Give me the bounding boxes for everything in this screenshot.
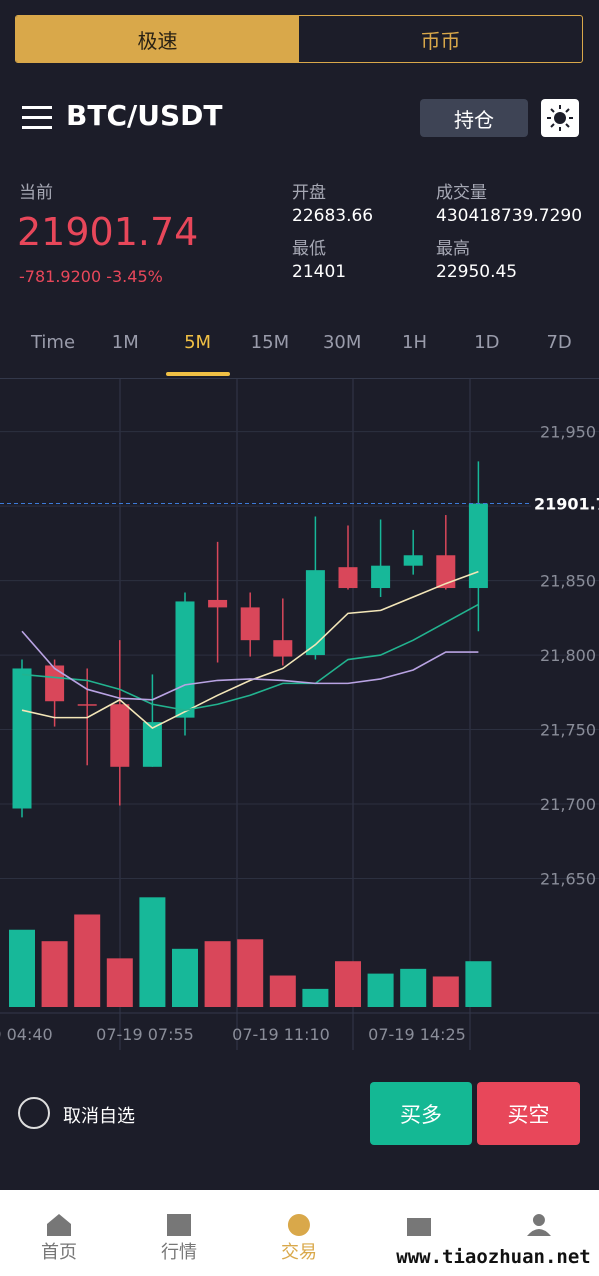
candle-body xyxy=(45,665,65,702)
nav-icon xyxy=(407,1218,431,1236)
pair-title: BTC/USDT xyxy=(66,99,223,132)
mode-tab[interactable]: 极速 xyxy=(16,16,299,62)
candle-body xyxy=(468,503,488,589)
timeframe-tab[interactable]: 1D xyxy=(474,332,500,353)
volume-bar xyxy=(139,897,166,1007)
candle-body xyxy=(77,704,97,706)
y-tick-label: 21,750 xyxy=(540,721,596,740)
volume-bar xyxy=(9,929,35,1007)
moving-average xyxy=(21,603,479,711)
position-button[interactable]: 持仓 xyxy=(420,99,528,137)
stat-label: 成交量 xyxy=(436,183,487,203)
nav-icon xyxy=(527,1214,551,1236)
last-price-tag xyxy=(531,491,599,516)
volume-bar xyxy=(41,941,68,1007)
price-change: -781.9200 -3.45% xyxy=(19,267,163,286)
timeframe-tab[interactable]: 15M xyxy=(250,332,290,353)
watch-checkbox[interactable] xyxy=(18,1097,50,1129)
volume-bar xyxy=(106,958,133,1007)
candle-body xyxy=(175,601,195,718)
candle-body xyxy=(436,555,456,589)
nav-icon xyxy=(167,1214,191,1236)
candle-body xyxy=(371,565,391,589)
change-pct: -3.45% xyxy=(106,267,163,286)
y-tick-label: 21,700 xyxy=(540,795,596,814)
candle-body xyxy=(240,607,260,641)
timeframe-tab[interactable]: 1M xyxy=(111,332,139,353)
buy-short-button[interactable]: 买空 xyxy=(477,1082,580,1145)
candle-body xyxy=(338,567,358,589)
watch-label[interactable]: 取消自选 xyxy=(63,1106,135,1127)
candle-body xyxy=(403,555,423,566)
menu-icon[interactable] xyxy=(22,106,54,132)
candle-body xyxy=(12,668,32,809)
mode-tabs: 极速 币币 xyxy=(15,15,583,63)
x-tick-label: 07-19 11:10 xyxy=(232,1025,330,1044)
nav-icon xyxy=(47,1214,71,1236)
candle-body xyxy=(305,570,325,656)
timeframe-tab[interactable]: 5M xyxy=(184,332,212,353)
stat-value: 430418739.7290 xyxy=(436,206,583,226)
x-tick-label: 07-19 07:55 xyxy=(96,1025,194,1044)
theme-toggle[interactable] xyxy=(541,99,579,137)
stat-value: 21401 xyxy=(292,262,347,282)
kline-chart: 21,65021,70021,75021,80021,85021,90021,9… xyxy=(0,378,599,1050)
stat-value: 22950.45 xyxy=(436,262,518,282)
y-tick-label: 21,850 xyxy=(540,572,596,591)
volume-bar xyxy=(302,988,329,1007)
y-tick-label: 21,800 xyxy=(540,646,596,665)
candle-body xyxy=(142,722,162,767)
nav-item[interactable]: 行情 xyxy=(161,1242,197,1263)
stat-label: 开盘 xyxy=(292,183,326,203)
watermark: www.tiaozhuan.net xyxy=(388,1241,599,1273)
vertical-grid xyxy=(119,378,471,1050)
moving-average xyxy=(21,570,479,730)
volume-bar xyxy=(172,948,198,1007)
nav-icon xyxy=(287,1214,310,1236)
current-label: 当前 xyxy=(19,183,53,203)
moving-average xyxy=(21,630,479,701)
x-tick-label: 9 04:40 xyxy=(0,1025,53,1044)
timeframe-tab[interactable]: Time xyxy=(30,332,76,353)
y-tick-label: 21,950 xyxy=(540,423,596,442)
timeframe-tab[interactable]: 7D xyxy=(546,332,572,353)
buy-long-button[interactable]: 买多 xyxy=(370,1082,472,1145)
change: -781.9200 xyxy=(19,267,102,286)
volume-bar xyxy=(400,968,427,1007)
volume-bar xyxy=(335,961,361,1007)
volume-bar xyxy=(237,939,264,1007)
y-tick-label: 21,650 xyxy=(540,870,596,889)
candle-body xyxy=(110,704,130,767)
nav-item[interactable]: 交易 xyxy=(281,1242,317,1263)
timeframe-tab[interactable]: 1H xyxy=(402,332,427,353)
candle-body xyxy=(273,640,293,657)
stat-value: 22683.66 xyxy=(292,206,374,226)
mode-tab[interactable]: 币币 xyxy=(420,28,461,53)
volume-bar xyxy=(269,975,296,1007)
volume-bar xyxy=(432,976,459,1007)
last-price-label: 21901.74 xyxy=(534,495,599,514)
last-price: 21901.74 xyxy=(17,210,199,254)
x-tick-label: 07-19 14:25 xyxy=(368,1025,466,1044)
volume-bar xyxy=(367,973,394,1007)
stat-label: 最高 xyxy=(436,239,470,259)
volume-bar xyxy=(465,961,492,1007)
sun-icon xyxy=(547,105,573,131)
candle-body xyxy=(208,599,228,608)
timeframe-tab[interactable]: 30M xyxy=(322,332,362,353)
nav-item[interactable]: 首页 xyxy=(41,1242,77,1263)
volume-bar xyxy=(74,914,101,1007)
stat-label: 最低 xyxy=(292,239,326,259)
active-underline xyxy=(165,372,230,376)
timeframe-tabs: Time 1M 5M 15M 30M 1H 1D 7D xyxy=(0,322,599,378)
volume-bar xyxy=(204,941,231,1007)
